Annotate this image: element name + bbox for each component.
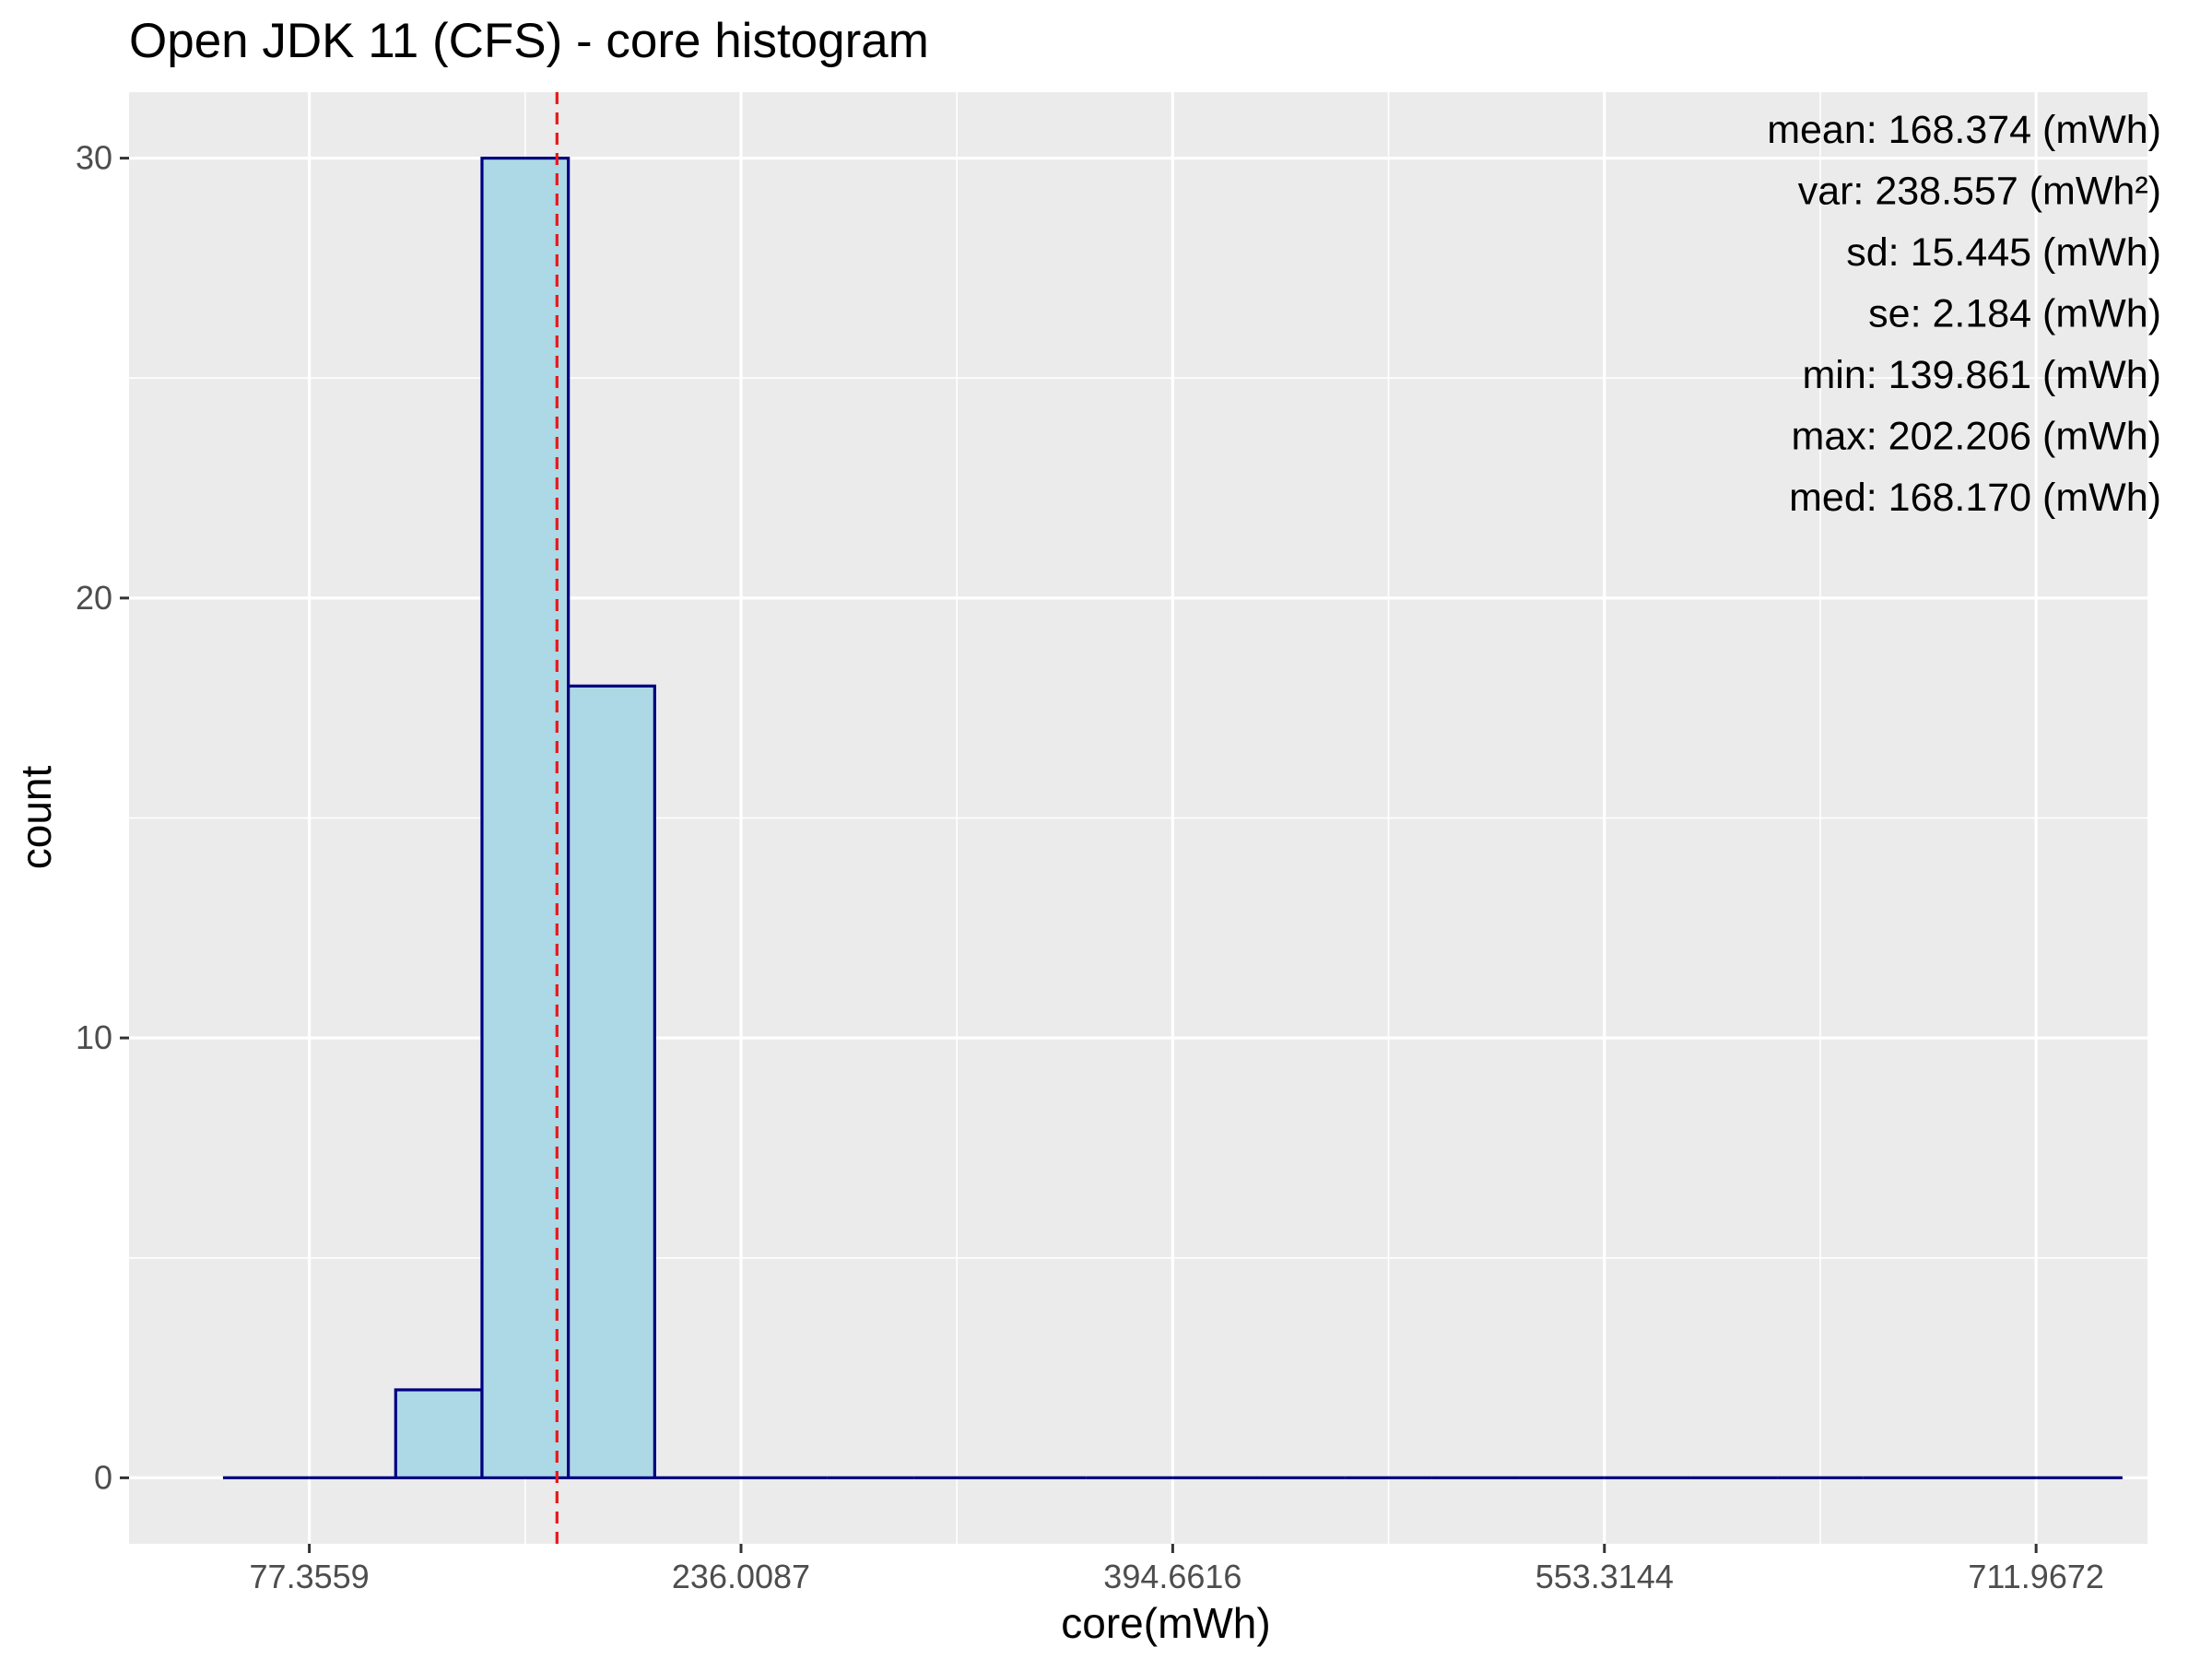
- x-tick-label: 553.3144: [1535, 1558, 1674, 1595]
- x-tick-label: 711.9672: [1968, 1558, 2103, 1595]
- histogram-bars: [222, 156, 2123, 1480]
- stats-annotation: mean: 168.374 (mWh) var: 238.557 (mWh²) sd…: [1767, 108, 2161, 520]
- stats-line: max: 202.206 (mWh): [1792, 415, 2161, 459]
- y-axis-ticks: 0 10 20 30: [76, 139, 129, 1496]
- x-tick-label: 77.3559: [250, 1558, 370, 1595]
- y-axis-title: count: [12, 766, 60, 870]
- histogram-bar: [394, 1388, 484, 1480]
- chart-title: Open JDK 11 (CFS) - core histogram: [129, 14, 929, 68]
- y-tick-label: 20: [76, 579, 112, 617]
- y-tick-label: 0: [94, 1458, 112, 1496]
- stats-line: se: 2.184 (mWh): [1868, 292, 2161, 336]
- y-tick-label: 30: [76, 139, 112, 177]
- y-tick-label: 10: [76, 1018, 112, 1056]
- histogram-bar: [567, 684, 656, 1480]
- stats-line: mean: 168.374 (mWh): [1767, 108, 2161, 152]
- x-tick-label: 394.6616: [1103, 1558, 1241, 1595]
- stats-line: var: 238.557 (mWh²): [1798, 170, 2161, 214]
- major-gridlines: [129, 92, 2147, 1544]
- histogram-bar: [480, 156, 571, 1480]
- stats-line: min: 139.861 (mWh): [1802, 353, 2161, 397]
- x-tick-label: 236.0087: [672, 1558, 810, 1595]
- x-axis-title: core(mWh): [1061, 1599, 1270, 1647]
- stats-line: med: 168.170 (mWh): [1789, 476, 2161, 520]
- stats-line: sd: 15.445 (mWh): [1846, 230, 2161, 275]
- x-axis-ticks: 77.3559 236.0087 394.6616 553.3144 711.9672: [250, 1544, 2104, 1595]
